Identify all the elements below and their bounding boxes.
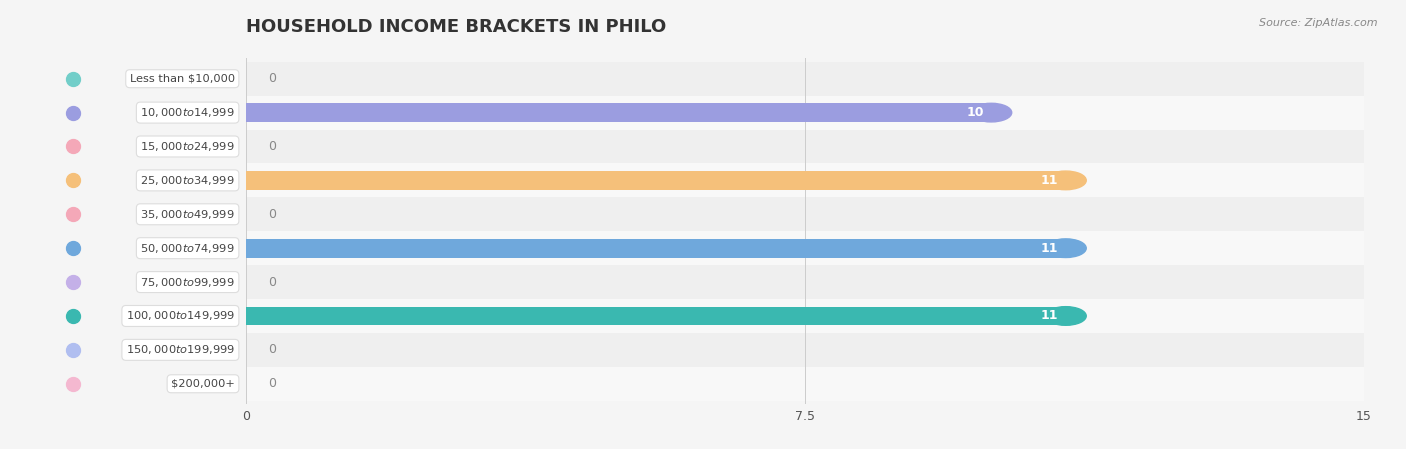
Bar [246,367,1364,401]
Text: $75,000 to $99,999: $75,000 to $99,999 [141,276,235,289]
Bar [246,333,1364,367]
Bar [246,198,1364,231]
Bar [246,103,991,122]
Text: 11: 11 [1040,174,1059,187]
Text: 0: 0 [269,377,277,390]
Text: 0: 0 [269,276,277,289]
Text: $10,000 to $14,999: $10,000 to $14,999 [141,106,235,119]
Bar [246,130,1364,163]
Text: $100,000 to $149,999: $100,000 to $149,999 [127,309,235,322]
Text: 11: 11 [1040,242,1059,255]
Text: Less than $10,000: Less than $10,000 [129,74,235,84]
Bar [246,239,1066,258]
Text: 11: 11 [1040,309,1059,322]
Bar [246,231,1364,265]
Text: $25,000 to $34,999: $25,000 to $34,999 [141,174,235,187]
Text: 0: 0 [269,140,277,153]
Bar [246,96,1364,130]
Bar [246,265,1364,299]
Bar [246,62,1364,96]
Bar [246,163,1364,198]
Text: $35,000 to $49,999: $35,000 to $49,999 [141,208,235,221]
Text: HOUSEHOLD INCOME BRACKETS IN PHILO: HOUSEHOLD INCOME BRACKETS IN PHILO [246,18,666,36]
Text: $15,000 to $24,999: $15,000 to $24,999 [141,140,235,153]
Text: $200,000+: $200,000+ [172,379,235,389]
Text: Source: ZipAtlas.com: Source: ZipAtlas.com [1260,18,1378,28]
Bar [246,299,1364,333]
Bar [246,171,1066,190]
Text: 0: 0 [269,208,277,221]
Circle shape [1045,171,1087,190]
Circle shape [1045,307,1087,325]
Bar [246,307,1066,325]
Text: $50,000 to $74,999: $50,000 to $74,999 [141,242,235,255]
Circle shape [970,103,1012,122]
Circle shape [1045,239,1087,258]
Text: 0: 0 [269,72,277,85]
Text: 0: 0 [269,343,277,357]
Text: $150,000 to $199,999: $150,000 to $199,999 [127,343,235,357]
Text: 10: 10 [966,106,984,119]
